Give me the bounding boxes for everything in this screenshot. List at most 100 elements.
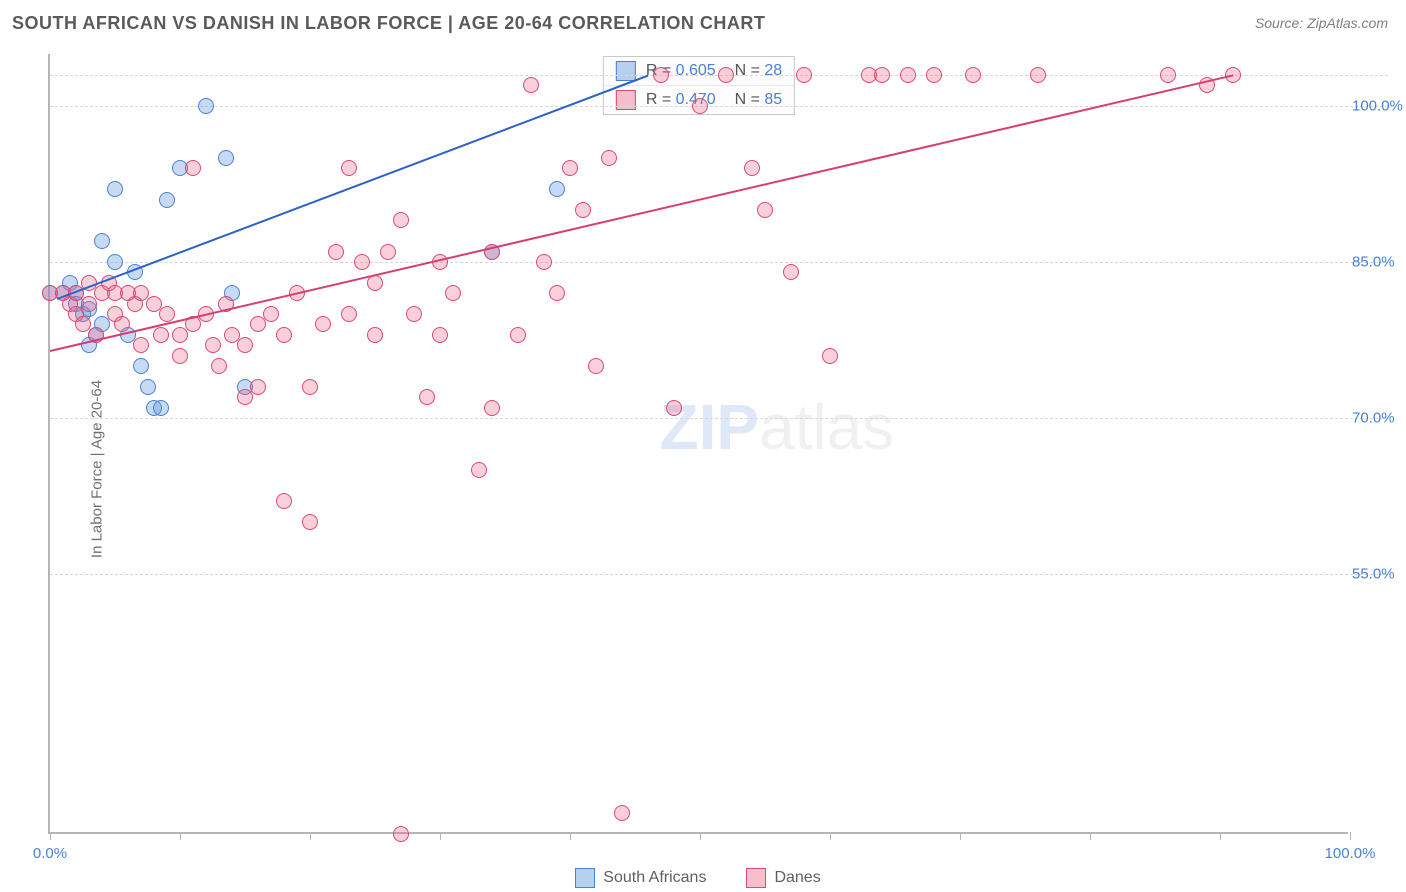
legend-item: South Africans	[575, 868, 706, 888]
data-point	[588, 358, 604, 374]
data-point	[393, 826, 409, 842]
x-tick	[310, 832, 311, 840]
data-point	[107, 254, 123, 270]
y-tick-label: 100.0%	[1352, 98, 1406, 115]
data-point	[276, 327, 292, 343]
data-point	[140, 379, 156, 395]
data-point	[133, 358, 149, 374]
gridline	[50, 418, 1388, 419]
data-point	[744, 160, 760, 176]
data-point	[1160, 67, 1176, 83]
data-point	[510, 327, 526, 343]
y-tick-label: 70.0%	[1352, 410, 1406, 427]
watermark: ZIPatlas	[660, 390, 895, 464]
data-point	[159, 306, 175, 322]
gridline	[50, 574, 1388, 575]
data-point	[354, 254, 370, 270]
series-legend: South Africans Danes	[48, 868, 1348, 888]
data-point	[445, 285, 461, 301]
data-point	[419, 389, 435, 405]
x-tick	[1350, 832, 1351, 840]
data-point	[315, 316, 331, 332]
y-tick-label: 55.0%	[1352, 566, 1406, 583]
data-point	[601, 150, 617, 166]
legend-swatch	[616, 90, 636, 110]
data-point	[900, 67, 916, 83]
x-tick	[960, 832, 961, 840]
data-point	[536, 254, 552, 270]
data-point	[114, 316, 130, 332]
data-point	[172, 348, 188, 364]
chart-area: In Labor Force | Age 20-64 ZIPatlas R = …	[0, 46, 1406, 892]
data-point	[276, 493, 292, 509]
legend-swatch	[575, 868, 595, 888]
legend-swatch	[616, 61, 636, 81]
data-point	[783, 264, 799, 280]
data-point	[81, 296, 97, 312]
data-point	[302, 379, 318, 395]
x-tick	[50, 832, 51, 840]
x-tick	[700, 832, 701, 840]
data-point	[205, 337, 221, 353]
data-point	[757, 202, 773, 218]
data-point	[185, 160, 201, 176]
chart-header: SOUTH AFRICAN VS DANISH IN LABOR FORCE |…	[0, 0, 1406, 46]
data-point	[367, 327, 383, 343]
x-tick	[1220, 832, 1221, 840]
trend-line	[50, 75, 1233, 353]
legend-label: Danes	[774, 869, 820, 887]
data-point	[263, 306, 279, 322]
data-point	[1030, 67, 1046, 83]
data-point	[94, 233, 110, 249]
data-point	[172, 327, 188, 343]
data-point	[549, 285, 565, 301]
data-point	[549, 181, 565, 197]
plot-region: ZIPatlas R = 0.605 N = 28R = 0.470 N = 8…	[48, 54, 1348, 834]
data-point	[393, 212, 409, 228]
data-point	[302, 514, 318, 530]
data-point	[484, 400, 500, 416]
gridline	[50, 262, 1388, 263]
x-tick	[440, 832, 441, 840]
data-point	[523, 77, 539, 93]
data-point	[341, 160, 357, 176]
chart-title: SOUTH AFRICAN VS DANISH IN LABOR FORCE |…	[12, 13, 765, 34]
legend-item: Danes	[746, 868, 820, 888]
y-tick-label: 85.0%	[1352, 254, 1406, 271]
data-point	[471, 462, 487, 478]
data-point	[965, 67, 981, 83]
data-point	[432, 327, 448, 343]
data-point	[406, 306, 422, 322]
data-point	[562, 160, 578, 176]
x-tick	[830, 832, 831, 840]
x-tick	[570, 832, 571, 840]
data-point	[653, 67, 669, 83]
data-point	[159, 192, 175, 208]
data-point	[218, 150, 234, 166]
data-point	[211, 358, 227, 374]
data-point	[107, 181, 123, 197]
x-tick	[1090, 832, 1091, 840]
data-point	[796, 67, 812, 83]
data-point	[718, 67, 734, 83]
data-point	[666, 400, 682, 416]
data-point	[341, 306, 357, 322]
data-point	[328, 244, 344, 260]
gridline	[50, 106, 1388, 107]
data-point	[250, 379, 266, 395]
data-point	[926, 67, 942, 83]
x-tick-label: 0.0%	[33, 845, 67, 862]
data-point	[153, 400, 169, 416]
data-point	[133, 337, 149, 353]
x-tick	[180, 832, 181, 840]
data-point	[692, 98, 708, 114]
data-point	[237, 337, 253, 353]
data-point	[198, 98, 214, 114]
data-point	[822, 348, 838, 364]
data-point	[874, 67, 890, 83]
legend-label: South Africans	[603, 869, 706, 887]
data-point	[614, 805, 630, 821]
stat-n-label: N = 28	[726, 62, 782, 80]
x-tick-label: 100.0%	[1325, 845, 1376, 862]
legend-swatch	[746, 868, 766, 888]
